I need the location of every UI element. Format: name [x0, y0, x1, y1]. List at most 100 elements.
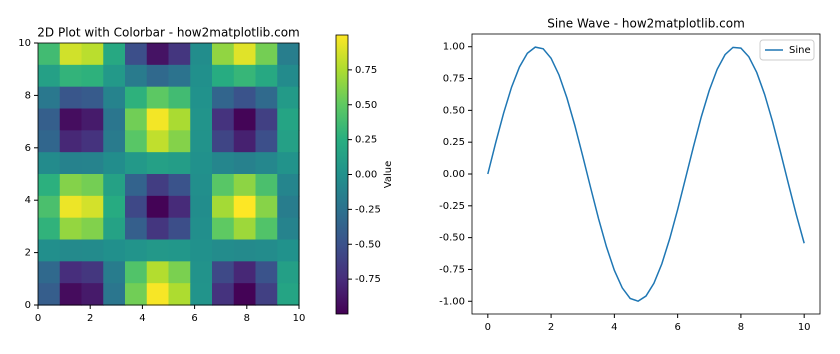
heat-cell [146, 130, 170, 153]
heat-cell [125, 261, 148, 284]
y-tick-label: 6 [25, 143, 31, 154]
heat-cell [168, 217, 191, 241]
heat-cell [38, 130, 61, 153]
heat-cell [146, 86, 170, 110]
heat-cell [81, 64, 104, 88]
heat-cell [103, 43, 126, 66]
heat-cell [233, 195, 257, 219]
heat-cell [81, 195, 104, 219]
heat-cell [233, 283, 257, 306]
x-tick-label: 10 [293, 313, 306, 324]
heat-cell [59, 86, 83, 110]
heat-cell [168, 239, 191, 262]
line-series [487, 46, 805, 302]
heat-cell [168, 108, 191, 131]
axes-frame [471, 33, 821, 315]
heat-cell [277, 130, 300, 153]
heat-cell [38, 152, 61, 175]
heat-cell [59, 217, 83, 241]
heat-cell [103, 217, 126, 241]
x-tick-label: 8 [738, 322, 744, 333]
heat-cell [212, 43, 235, 66]
colorbar-tick-label: 0.50 [355, 100, 377, 111]
heat-cell [146, 64, 170, 88]
heat-cell [59, 43, 83, 66]
heat-cell [59, 283, 83, 306]
heat-cell [212, 108, 235, 131]
heat-cell [190, 261, 213, 284]
x-tick-label: 10 [798, 322, 811, 333]
chart-title: Sine Wave - how2matplotlib.com [547, 17, 745, 31]
x-tick-label: 6 [191, 313, 197, 324]
colorbar-label: Value [383, 161, 394, 188]
y-tick-label: 8 [25, 90, 31, 101]
heat-cell [168, 130, 191, 153]
heat-cell [125, 174, 148, 197]
heat-cell [59, 108, 83, 131]
heat-cell [81, 86, 104, 110]
heat-cell [59, 261, 83, 284]
heat-cell [277, 86, 300, 110]
heat-cell [103, 64, 126, 88]
heat-cell [255, 261, 278, 284]
heat-cell [190, 64, 213, 88]
heat-cell [103, 174, 126, 197]
heat-cell [168, 283, 191, 306]
heat-cell [38, 239, 61, 262]
x-tick-label: 4 [139, 313, 145, 324]
heat-cell [277, 195, 300, 219]
chart-title: 2D Plot with Colorbar - how2matplotlib.c… [37, 26, 299, 40]
heat-cell [81, 130, 104, 153]
y-tick-label: -0.50 [439, 233, 465, 244]
heat-cell [212, 130, 235, 153]
heat-cell [233, 217, 257, 241]
heat-cell [81, 43, 104, 66]
colorbar-tick-label: 0.25 [355, 135, 377, 146]
heat-cell [146, 239, 170, 262]
heat-cell [146, 174, 170, 197]
heat-cell [233, 86, 257, 110]
heat-cell [190, 86, 213, 110]
heat-cell [103, 130, 126, 153]
heat-cell [38, 174, 61, 197]
heat-cell [212, 283, 235, 306]
heat-cell [212, 64, 235, 88]
heat-cell [168, 195, 191, 219]
y-tick-label: 10 [18, 38, 31, 49]
heat-cell [81, 261, 104, 284]
heat-cell [255, 239, 278, 262]
colorbar-tick-label: -0.50 [355, 239, 381, 250]
y-tick-label: -1.00 [439, 296, 465, 307]
x-tick-label: 2 [548, 322, 554, 333]
heat-cell [277, 108, 300, 131]
heat-cell [277, 217, 300, 241]
heat-cell [255, 130, 278, 153]
heat-cell [255, 217, 278, 241]
heat-cell [168, 174, 191, 197]
y-tick-label: 0.25 [443, 137, 465, 148]
heat-cell [168, 43, 191, 66]
heat-cell [59, 174, 83, 197]
heat-cell [103, 283, 126, 306]
heat-cell [212, 195, 235, 219]
heat-cell [59, 64, 83, 88]
heat-cell [146, 152, 170, 175]
heat-cell [233, 108, 257, 131]
heat-cell [190, 283, 213, 306]
heat-cell [212, 86, 235, 110]
heat-cell [146, 217, 170, 241]
heat-cell [190, 174, 213, 197]
colorbar-tick-label: -0.25 [355, 204, 381, 215]
heat-cell [277, 261, 300, 284]
heat-cell [59, 152, 83, 175]
heat-cell [233, 152, 257, 175]
heat-cell [125, 64, 148, 88]
heat-cell [277, 239, 300, 262]
heat-cell [255, 174, 278, 197]
x-tick-label: 4 [611, 322, 617, 333]
y-tick-label: -0.25 [439, 201, 465, 212]
y-tick-label: 0.00 [443, 169, 465, 180]
heat-cell [190, 152, 213, 175]
heat-cell [125, 195, 148, 219]
